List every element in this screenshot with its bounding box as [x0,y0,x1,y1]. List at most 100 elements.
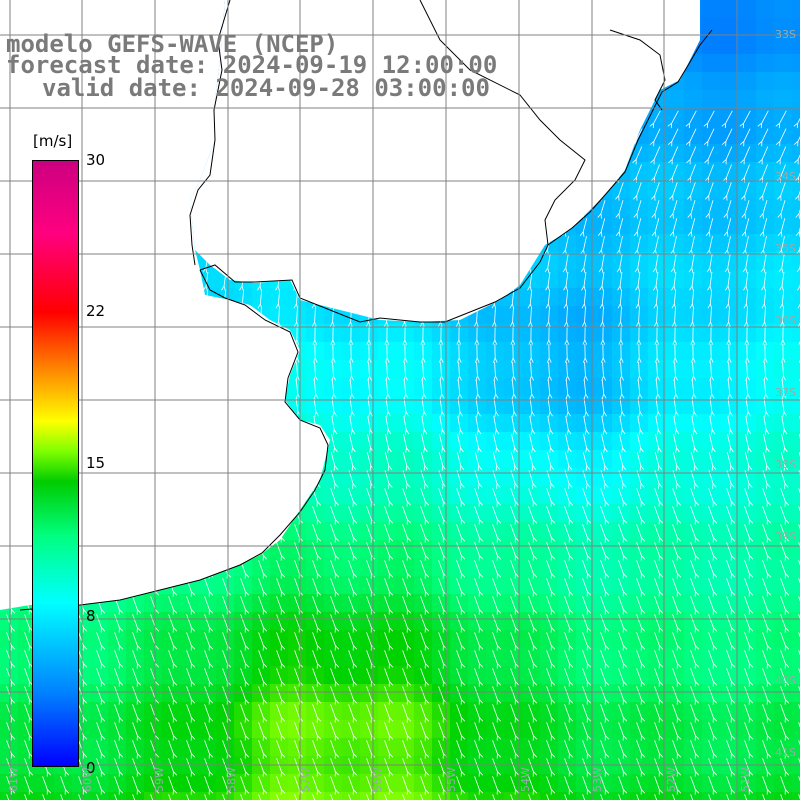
wind-arrow [168,668,178,687]
speed-cell [720,90,738,108]
wind-arrow [690,722,700,741]
wind-arrow [24,668,34,687]
wind-arrow [726,794,730,800]
speed-cell [720,54,738,72]
wind-arrow [708,668,718,687]
wind-arrow [348,614,358,633]
speed-cell [324,792,342,800]
wind-arrow [619,416,626,435]
wind-arrow [24,722,34,741]
colorbar-tick-0: 0 [86,759,96,777]
wind-arrow [582,614,592,633]
wind-arrow [634,236,641,255]
wind-arrow [276,596,286,615]
wind-arrow [438,343,444,363]
wind-arrow [744,524,754,543]
wind-arrow [384,452,393,471]
wind-arrow [276,704,286,723]
wind-arrow [294,578,304,597]
wind-arrow [420,343,426,363]
wind-arrow [312,542,322,561]
wind-arrow [222,686,232,705]
lon-label: 53W [591,767,604,792]
wind-arrow [582,632,592,651]
wind-arrow [348,722,358,741]
wind-arrow [276,776,286,795]
speed-cell [378,792,396,800]
wind-arrow [384,776,394,795]
wind-arrow [669,218,678,237]
wind-arrow [439,379,445,399]
wind-arrow [780,740,790,759]
speed-cell [774,72,792,90]
lon-label: 55W [445,767,458,792]
wind-arrow [258,740,268,759]
wind-arrow [565,434,572,453]
wind-arrow [636,704,646,723]
wind-arrow [348,560,358,579]
wind-arrow [687,218,696,237]
wind-arrow [618,596,628,615]
wind-arrow [779,272,785,291]
wind-arrow [668,146,679,165]
wind-arrow [547,361,553,381]
wind-arrow [739,128,751,147]
wind-arrow [276,740,286,759]
wind-arrow [744,307,749,327]
speed-cell [792,36,800,54]
wind-arrow [672,776,682,795]
wind-arrow [744,614,754,633]
wind-arrow [618,452,627,471]
wind-arrow [168,614,178,633]
wind-arrow [240,650,250,669]
wind-arrow [726,560,736,579]
wind-arrow [600,596,610,615]
wind-arrow [636,343,642,363]
wind-arrow [402,488,411,507]
speed-cell [270,792,288,800]
wind-arrow [673,434,680,453]
speed-cell [432,792,450,800]
wind-arrow [240,596,250,615]
wind-arrow [312,325,318,345]
wind-arrow [636,686,646,705]
wind-arrow [798,542,800,548]
wind-arrow [474,668,484,687]
wind-arrow [744,632,754,651]
lon-label: 59W [153,767,166,792]
speed-cell [774,90,792,108]
wind-arrow [564,452,573,471]
wind-arrow [793,136,800,147]
wind-arrow [690,704,700,723]
wind-arrow [474,452,483,471]
speed-cell [720,0,738,18]
wind-arrow [724,236,731,255]
speed-cell [792,648,800,666]
wind-arrow [384,686,394,705]
wind-arrow [385,434,392,453]
wind-arrow [6,686,16,705]
speed-cell [738,54,756,72]
wind-arrow [492,650,502,669]
wind-arrow [295,361,301,381]
wind-arrow [600,343,606,363]
wind-arrow [727,361,733,381]
wind-arrow [690,452,699,471]
wind-arrow [708,722,718,741]
wind-arrow [654,668,664,687]
wind-arrow [777,182,786,201]
wind-arrow [760,254,767,273]
speed-cell [720,792,738,800]
wind-arrow [24,704,34,723]
wind-arrow [312,560,322,579]
wind-arrow [312,506,322,525]
wind-arrow [546,343,552,363]
speed-cell [792,306,800,324]
wind-arrow [204,704,214,723]
speed-cell [756,72,774,90]
wind-arrow [618,704,628,723]
wind-arrow [708,343,714,363]
speed-cell [792,126,800,144]
wind-arrow [402,704,412,723]
wind-arrow [636,650,646,669]
